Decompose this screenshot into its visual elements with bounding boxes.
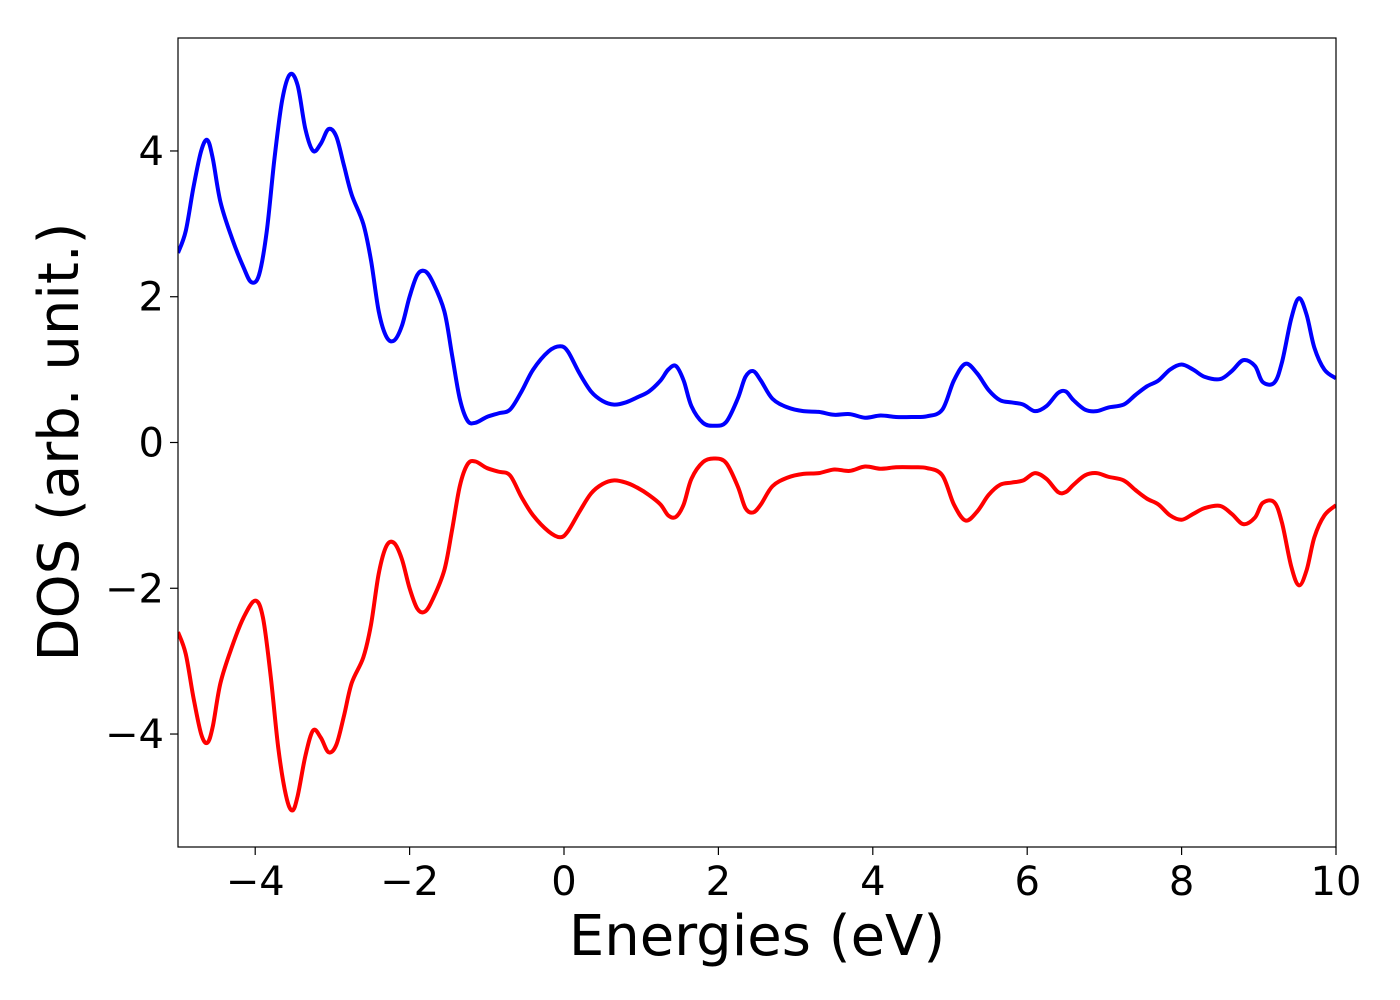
series-line-2 <box>178 456 1336 813</box>
x-tick-label: 2 <box>706 859 731 905</box>
x-tick-label: −4 <box>226 859 285 905</box>
y-tick-label: −4 <box>105 712 164 758</box>
y-tick-label: 2 <box>139 275 164 321</box>
x-tick-label: 0 <box>551 859 576 905</box>
x-tick-label: −2 <box>380 859 439 905</box>
x-tick-label: 4 <box>860 859 885 905</box>
y-axis-title: DOS (arb. unit.) <box>27 222 92 661</box>
series-layer <box>178 71 1336 813</box>
plot-frame <box>177 37 1337 848</box>
x-tick-label: 6 <box>1014 859 1039 905</box>
x-tick-label: 8 <box>1169 859 1194 905</box>
y-tick-label: −2 <box>105 566 164 612</box>
series-line-1 <box>178 71 1336 428</box>
x-axis-ticks: −4 −2 0 2 4 6 8 10 <box>226 847 1362 905</box>
x-tick-label: 10 <box>1311 859 1362 905</box>
x-axis-title: Energies (eV) <box>569 904 945 969</box>
y-tick-label: 0 <box>139 421 164 467</box>
y-tick-label: 4 <box>139 129 164 175</box>
y-axis-ticks: −4 −2 0 2 4 <box>105 129 178 758</box>
